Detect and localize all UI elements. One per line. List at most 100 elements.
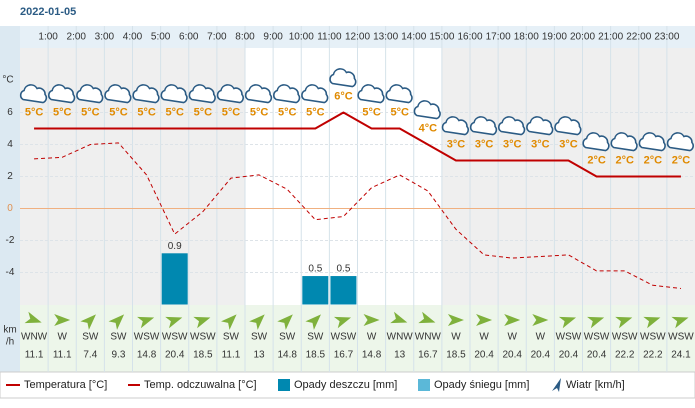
temp-label: 3°C	[447, 138, 466, 150]
legend-swatch	[418, 379, 430, 391]
wind-arrow	[615, 316, 633, 329]
wind-speed: 14.8	[362, 350, 382, 361]
cloud	[329, 68, 357, 88]
legend-label: Temperatura [°C]	[24, 379, 107, 391]
wind-direction: SW	[110, 332, 127, 343]
cloud	[441, 116, 469, 136]
wind-arrow	[587, 316, 605, 329]
hour-label: 6:00	[179, 32, 199, 43]
wind-direction: WSW	[556, 332, 582, 343]
axis-strip	[0, 26, 20, 372]
hour-label: 1:00	[38, 32, 58, 43]
y-tick-label: 0	[7, 203, 13, 214]
legend-label: Opady deszczu [mm]	[294, 379, 397, 391]
temp-label: 5°C	[81, 106, 100, 118]
temp-label: 5°C	[278, 106, 297, 118]
cloud	[357, 84, 385, 104]
hour-label: 10:00	[289, 32, 314, 43]
wind-direction: WSW	[584, 332, 610, 343]
wind-speed: 11.1	[25, 350, 44, 361]
wind-direction: W	[57, 332, 67, 343]
temp-label: 2°C	[615, 154, 634, 166]
weather-icon	[385, 84, 413, 104]
cloud	[413, 100, 441, 120]
hour-label: 7:00	[207, 32, 227, 43]
y-axis-label: °C	[2, 75, 13, 86]
hour-label: 2:00	[67, 32, 87, 43]
wind-speed: 18.5	[446, 350, 466, 361]
wind-arrow	[137, 316, 155, 329]
hour-label: 19:00	[542, 32, 567, 43]
weather-icon	[610, 132, 638, 152]
wind-direction: WNW	[415, 332, 442, 343]
temp-label: 3°C	[559, 138, 578, 150]
cloud	[498, 116, 526, 136]
weather-icon	[132, 84, 160, 104]
temp-label: 5°C	[306, 106, 325, 118]
weather-icon	[244, 84, 273, 104]
wind-speed: 14.8	[277, 350, 297, 361]
temp-label: 2°C	[672, 154, 691, 166]
weather-icon	[554, 116, 582, 136]
cloud	[104, 84, 132, 104]
weather-icon	[273, 84, 301, 104]
wind-direction: WSW	[612, 332, 638, 343]
wind-speed: 18.5	[193, 350, 213, 361]
wind-speed: 11.1	[222, 350, 241, 361]
rain-bar	[330, 276, 357, 305]
wind-arrow	[532, 314, 549, 326]
wind-direction: W	[451, 332, 461, 343]
wind-direction: SW	[223, 332, 240, 343]
cloud	[132, 84, 160, 104]
cloud	[666, 132, 694, 152]
wind-arrow	[558, 316, 577, 329]
wind-speed: 14.8	[137, 350, 157, 361]
temp-label: 6°C	[334, 90, 353, 102]
temp-label: 5°C	[137, 106, 156, 118]
wind-direction: WSW	[668, 332, 694, 343]
y-tick-label: -4	[6, 267, 15, 278]
cloud	[582, 132, 610, 152]
wind-arrow	[165, 316, 183, 329]
temp-label: 5°C	[109, 106, 128, 118]
cloud	[610, 132, 638, 152]
weather-icon	[582, 132, 610, 152]
temp-label: 3°C	[503, 138, 522, 150]
wind-arrow	[277, 314, 293, 330]
weather-icon	[48, 84, 76, 104]
weather-icon	[469, 116, 498, 136]
hour-label: 22:00	[626, 32, 651, 43]
wind-speed: 20.4	[165, 350, 185, 361]
temp-label: 5°C	[53, 106, 72, 118]
hour-label: 23:00	[654, 32, 679, 43]
wind-arrow	[80, 314, 96, 330]
hour-label: 15:00	[429, 32, 454, 43]
hour-label: 20:00	[570, 32, 595, 43]
weather-icon	[104, 84, 132, 104]
wind-speed: 22.2	[643, 350, 663, 361]
weather-icon	[526, 116, 554, 136]
weather-icon	[329, 68, 357, 88]
temp-label: 5°C	[194, 106, 213, 118]
y-tick-label: 2	[7, 171, 13, 182]
legend-box	[0, 371, 695, 399]
legend-label: Temp. odczuwalna [°C]	[144, 379, 257, 391]
cloud	[638, 132, 666, 152]
wind-arrow	[671, 316, 689, 329]
wind-arrow	[390, 311, 408, 324]
wind-arrow	[333, 316, 352, 329]
wind-direction: WSW	[162, 332, 188, 343]
wind-speed: 20.4	[587, 350, 607, 361]
wind-unit: /h	[6, 337, 14, 348]
hour-label: 3:00	[95, 32, 115, 43]
temp-label: 2°C	[587, 154, 606, 166]
cloud	[48, 84, 76, 104]
wind-speed: 18.5	[306, 350, 326, 361]
y-tick-label: -2	[6, 235, 15, 246]
wind-speed: 20.4	[531, 350, 551, 361]
wind-direction: SW	[251, 332, 268, 343]
wind-speed: 13	[254, 350, 266, 361]
wind-arrow	[363, 314, 380, 326]
wind-speed: 22.2	[615, 350, 635, 361]
wind-arrow	[249, 314, 265, 330]
